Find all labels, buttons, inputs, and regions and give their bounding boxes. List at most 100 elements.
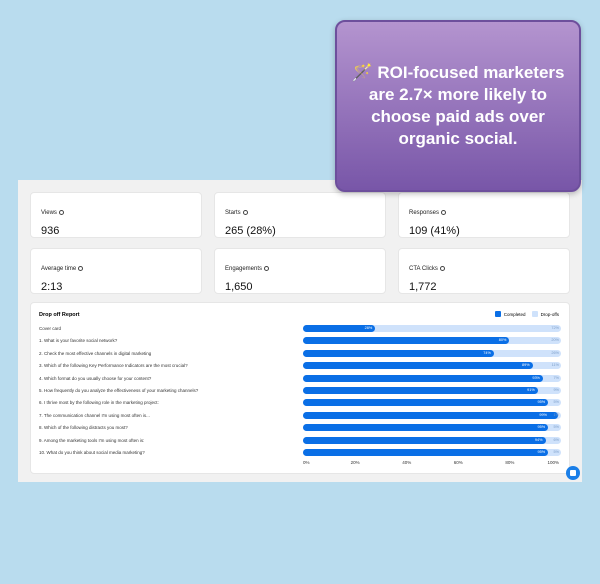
question-label: 3. Which of the following Key Performanc… xyxy=(39,363,188,369)
dropoff-value: 11% xyxy=(551,363,559,368)
dropoff-bar: 95% 5% xyxy=(303,449,561,456)
completed-value: 95% xyxy=(537,425,546,430)
dropoff-bar: 95% 5% xyxy=(303,399,561,407)
report-row: 2. Check the most effective channels in … xyxy=(31,349,571,358)
axis-tick: 40% xyxy=(402,460,412,465)
drop-off-report: Drop off Report Completed Drop-offs Cove… xyxy=(30,302,570,474)
stat-label: Views xyxy=(41,210,64,216)
dropoff-value: 5% xyxy=(553,450,560,454)
dropoff-value: 6% xyxy=(553,437,560,442)
completed-value: 95% xyxy=(537,450,546,454)
stat-card: Average time 2:13 xyxy=(30,248,202,294)
magic-wand-icon: 🪄 xyxy=(351,63,373,82)
report-row: 9. Among the marketing tools I'm using m… xyxy=(31,436,571,445)
info-icon[interactable] xyxy=(78,266,84,271)
info-icon[interactable] xyxy=(242,210,248,215)
axis-tick: 20% xyxy=(350,460,360,465)
completed-bar: 93% xyxy=(303,374,543,382)
stat-value: 2:13 xyxy=(41,281,63,293)
callout-text: ROI-focused marketers are 2.7× more like… xyxy=(368,63,565,148)
dropoff-bar: 99% 1% xyxy=(303,411,561,419)
axis-tick: 0% xyxy=(303,460,310,465)
report-row: 4. Which format do you usually choose fo… xyxy=(31,374,571,383)
report-row: 3. Which of the following Key Performanc… xyxy=(31,362,571,370)
completed-bar: 91% xyxy=(303,387,538,394)
completed-value: 94% xyxy=(534,437,543,442)
axis-tick: 100% xyxy=(547,460,559,465)
chat-icon xyxy=(570,470,576,476)
report-row: 1. What is your favorite social network?… xyxy=(31,337,571,345)
stat-card: Views 936 xyxy=(30,192,202,238)
question-label: 9. Among the marketing tools I'm using m… xyxy=(39,437,145,443)
info-icon[interactable] xyxy=(264,266,270,271)
question-label: 8. Which of the following distracts you … xyxy=(39,425,128,431)
completed-value: 99% xyxy=(539,412,547,417)
dropoff-value: 26% xyxy=(551,350,559,355)
question-label: 2. Check the most effective channels in … xyxy=(39,350,152,356)
completed-value: 89% xyxy=(522,363,530,368)
completed-value: 28% xyxy=(364,326,373,330)
completed-bar: 95% xyxy=(303,449,549,456)
stat-value: 109 (41%) xyxy=(409,225,460,237)
dropoff-value: 9% xyxy=(553,388,560,392)
insight-callout: 🪄 ROI-focused marketers are 2.7× more li… xyxy=(335,20,581,192)
stat-value: 936 xyxy=(41,225,60,237)
question-label: 4. Which format do you usually choose fo… xyxy=(39,375,152,381)
report-row: 8. Which of the following distracts you … xyxy=(31,424,571,432)
completed-bar: 95% xyxy=(303,399,549,407)
completed-value: 80% xyxy=(498,338,507,343)
chat-button[interactable] xyxy=(566,466,580,480)
axis-tick: 80% xyxy=(505,460,515,465)
dropoff-bar: 89% 11% xyxy=(303,362,561,370)
dropoff-bar: 28% 72% xyxy=(303,325,561,332)
completed-bar: 28% xyxy=(303,325,376,332)
info-icon[interactable] xyxy=(439,266,445,271)
completed-bar: 74% xyxy=(303,349,494,357)
completed-value: 74% xyxy=(483,350,491,355)
report-row: 7. The communication channel I'm using m… xyxy=(31,411,571,420)
question-label: 6. I thrive most by the following role i… xyxy=(39,400,159,406)
stat-label: Starts xyxy=(225,210,248,216)
report-row: 6. I thrive most by the following role i… xyxy=(31,399,571,407)
stat-label: Engagements xyxy=(225,266,270,272)
dropoff-value: 72% xyxy=(551,326,559,330)
dashboard-panel: Drop off Report Completed Drop-offs Cove… xyxy=(18,180,582,482)
dropoff-bar: 94% 6% xyxy=(303,436,561,444)
question-label: 7. The communication channel I'm using m… xyxy=(39,412,150,418)
question-label: Cover card xyxy=(39,326,62,331)
legend-completed: Completed xyxy=(494,311,526,317)
stat-card: Responses 109 (41%) xyxy=(398,192,570,238)
stat-label: CTA Clicks xyxy=(409,266,445,272)
dropoff-bar: 95% 5% xyxy=(303,424,561,432)
dropoff-value: 5% xyxy=(553,425,560,430)
stat-value: 1,650 xyxy=(225,281,253,293)
info-icon[interactable] xyxy=(58,210,64,215)
stat-label: Responses xyxy=(409,210,447,216)
report-title: Drop off Report xyxy=(39,312,80,318)
report-row: 10. What do you think about social media… xyxy=(31,449,571,457)
question-label: 1. What is your favorite social network? xyxy=(39,338,118,344)
dropoff-value: 1% xyxy=(553,412,560,417)
dropoff-bar: 80% 20% xyxy=(303,337,561,345)
stat-card: Engagements 1,650 xyxy=(214,248,386,294)
info-icon[interactable] xyxy=(441,210,447,215)
stat-value: 1,772 xyxy=(409,281,437,293)
report-row: Cover card 28% 72% xyxy=(31,325,571,333)
dropoff-value: 7% xyxy=(553,375,560,380)
dropoff-bar: 93% 7% xyxy=(303,374,561,382)
stat-card: Starts 265 (28%) xyxy=(214,192,386,238)
dropoff-bar: 74% 26% xyxy=(303,349,561,357)
stat-label: Average time xyxy=(41,266,84,272)
completed-bar: 94% xyxy=(303,436,546,444)
legend: Completed Drop-offs xyxy=(494,311,559,317)
stat-value: 265 (28%) xyxy=(225,225,276,237)
completed-bar: 89% xyxy=(303,362,533,370)
dropoff-value: 20% xyxy=(551,338,559,343)
question-label: 5. How frequently do you analyze the eff… xyxy=(39,388,199,393)
completed-value: 93% xyxy=(532,375,540,380)
completed-bar: 80% xyxy=(303,337,510,345)
completed-value: 91% xyxy=(527,388,535,392)
legend-dropoffs: Drop-offs xyxy=(531,311,559,317)
axis-tick: 60% xyxy=(453,460,463,465)
completed-bar: 99% xyxy=(303,411,559,419)
